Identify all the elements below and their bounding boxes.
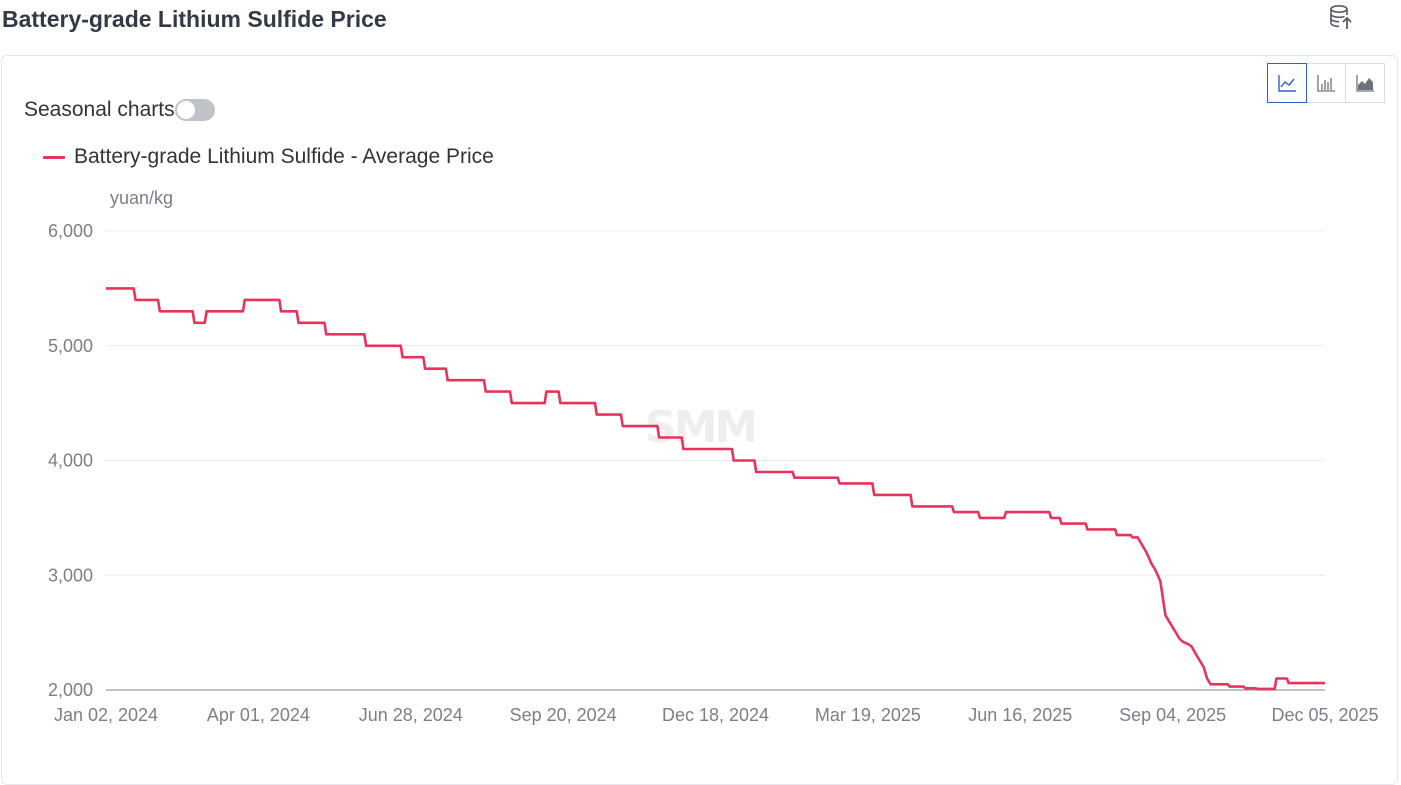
x-tick-label: Sep 04, 2025 [1119,705,1226,725]
watermark: SMM [645,402,755,453]
area-chart-icon [1356,75,1374,92]
legend-item[interactable]: Battery-grade Lithium Sulfide - Average … [43,145,494,169]
x-tick-label: Dec 05, 2025 [1271,705,1378,725]
x-tick-label: Jan 02, 2024 [54,705,158,725]
seasonal-charts-label: Seasonal charts [24,98,175,121]
x-tick-label: Dec 18, 2024 [662,705,769,725]
page-title: Battery-grade Lithium Sulfide Price [2,6,387,32]
area-chart-button[interactable] [1345,63,1385,103]
y-tick-label: 2,000 [48,680,93,700]
chart-type-switcher [1267,63,1385,105]
y-tick-label: 3,000 [48,565,93,585]
line-chart-button[interactable] [1267,63,1307,103]
database-export-icon [1330,4,1352,29]
x-tick-label: Jun 16, 2025 [968,705,1072,725]
line-chart-icon [1278,75,1296,92]
x-tick-label: Jun 28, 2024 [359,705,463,725]
series-line-lithium-sulfide [106,287,1325,691]
y-axis-unit: yuan/kg [110,188,173,208]
legend-label: Battery-grade Lithium Sulfide - Average … [74,145,494,168]
export-data-button[interactable] [1324,1,1358,33]
y-tick-label: 6,000 [48,221,93,241]
y-tick-label: 4,000 [48,451,93,471]
seasonal-charts-control: Seasonal charts [24,98,215,122]
chart-card [1,55,1398,785]
seasonal-charts-toggle[interactable] [174,99,215,121]
y-tick-label: 5,000 [48,336,93,356]
x-tick-label: Mar 19, 2025 [815,705,921,725]
toggle-knob [176,101,195,119]
x-tick-label: Apr 01, 2024 [207,705,310,725]
x-tick-label: Sep 20, 2024 [510,705,617,725]
bar-chart-icon [1317,75,1335,92]
legend-swatch [43,155,65,159]
